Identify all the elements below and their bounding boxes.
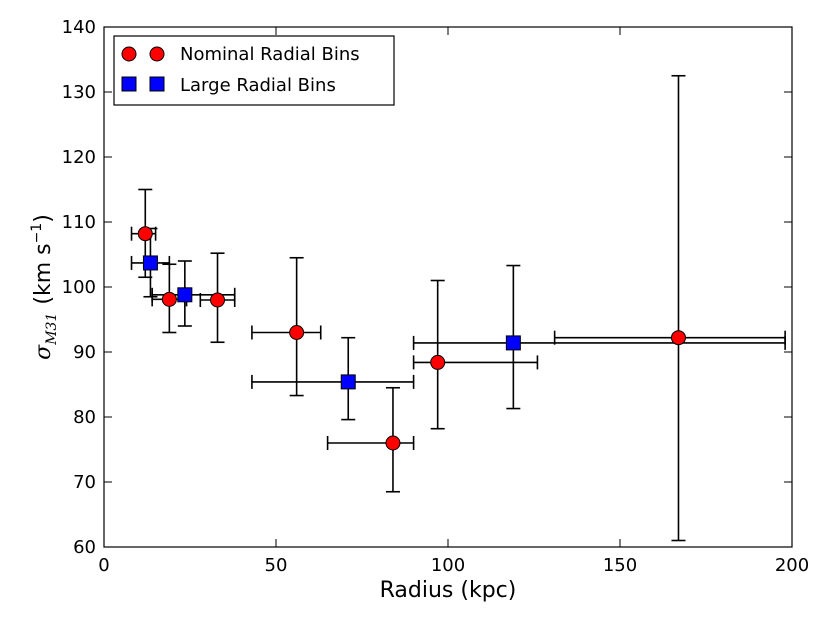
data-point-large: [142, 255, 158, 271]
y-axis-symbol: σ: [31, 344, 56, 360]
y-axis-subscript: M31: [44, 313, 60, 346]
x-tick-label: 200: [775, 555, 809, 576]
legend-label-large: Large Radial Bins: [180, 75, 336, 96]
y-tick-label: 100: [62, 277, 96, 298]
x-axis-label: Radius (kpc): [380, 578, 517, 603]
y-tick-label: 140: [62, 17, 96, 38]
data-point-nominal: [670, 330, 686, 346]
x-tick-label: 100: [431, 555, 465, 576]
legend-marker-large-2: [149, 76, 165, 92]
y-tick-label: 120: [62, 147, 96, 168]
y-axis-label: σM31 (km s−1): [29, 214, 60, 360]
data-point-large: [340, 374, 356, 390]
data-point-large: [177, 287, 193, 303]
y-axis-units: (km s: [31, 243, 56, 304]
y-tick-label: 80: [73, 407, 96, 428]
y-tick-label: 130: [62, 82, 96, 103]
data-point-nominal: [137, 226, 153, 242]
plot-background: [104, 27, 792, 547]
data-point-nominal: [161, 291, 177, 307]
data-point-nominal: [210, 292, 226, 308]
data-point-nominal: [289, 325, 305, 340]
y-axis-units-close: ): [31, 214, 56, 223]
x-tick-label: 50: [265, 555, 288, 576]
legend: Nominal Radial Bins Large Radial Bins: [113, 35, 395, 106]
data-point-nominal: [430, 354, 446, 370]
y-tick-label: 110: [62, 212, 96, 233]
plot-frame: [103, 26, 793, 548]
legend-label-nominal: Nominal Radial Bins: [180, 44, 360, 65]
ticks-layer: 0 50 100 150 200 60 70 80 90 100 110 120 130 140: [62, 17, 810, 576]
legend-marker-large-1: [121, 76, 137, 92]
y-tick-label: 90: [73, 342, 96, 363]
y-tick-label: 60: [73, 537, 96, 558]
x-tick-label: 150: [603, 555, 637, 576]
y-tick-label: 70: [73, 472, 96, 493]
markers-layer: [137, 226, 686, 451]
data-point-nominal: [385, 435, 401, 451]
data-point-large: [505, 335, 521, 351]
y-axis-units-exponent: −1: [29, 223, 45, 244]
legend-marker-nominal-2: [149, 46, 165, 62]
x-tick-label: 0: [98, 555, 109, 576]
legend-marker-nominal-1: [121, 46, 137, 62]
